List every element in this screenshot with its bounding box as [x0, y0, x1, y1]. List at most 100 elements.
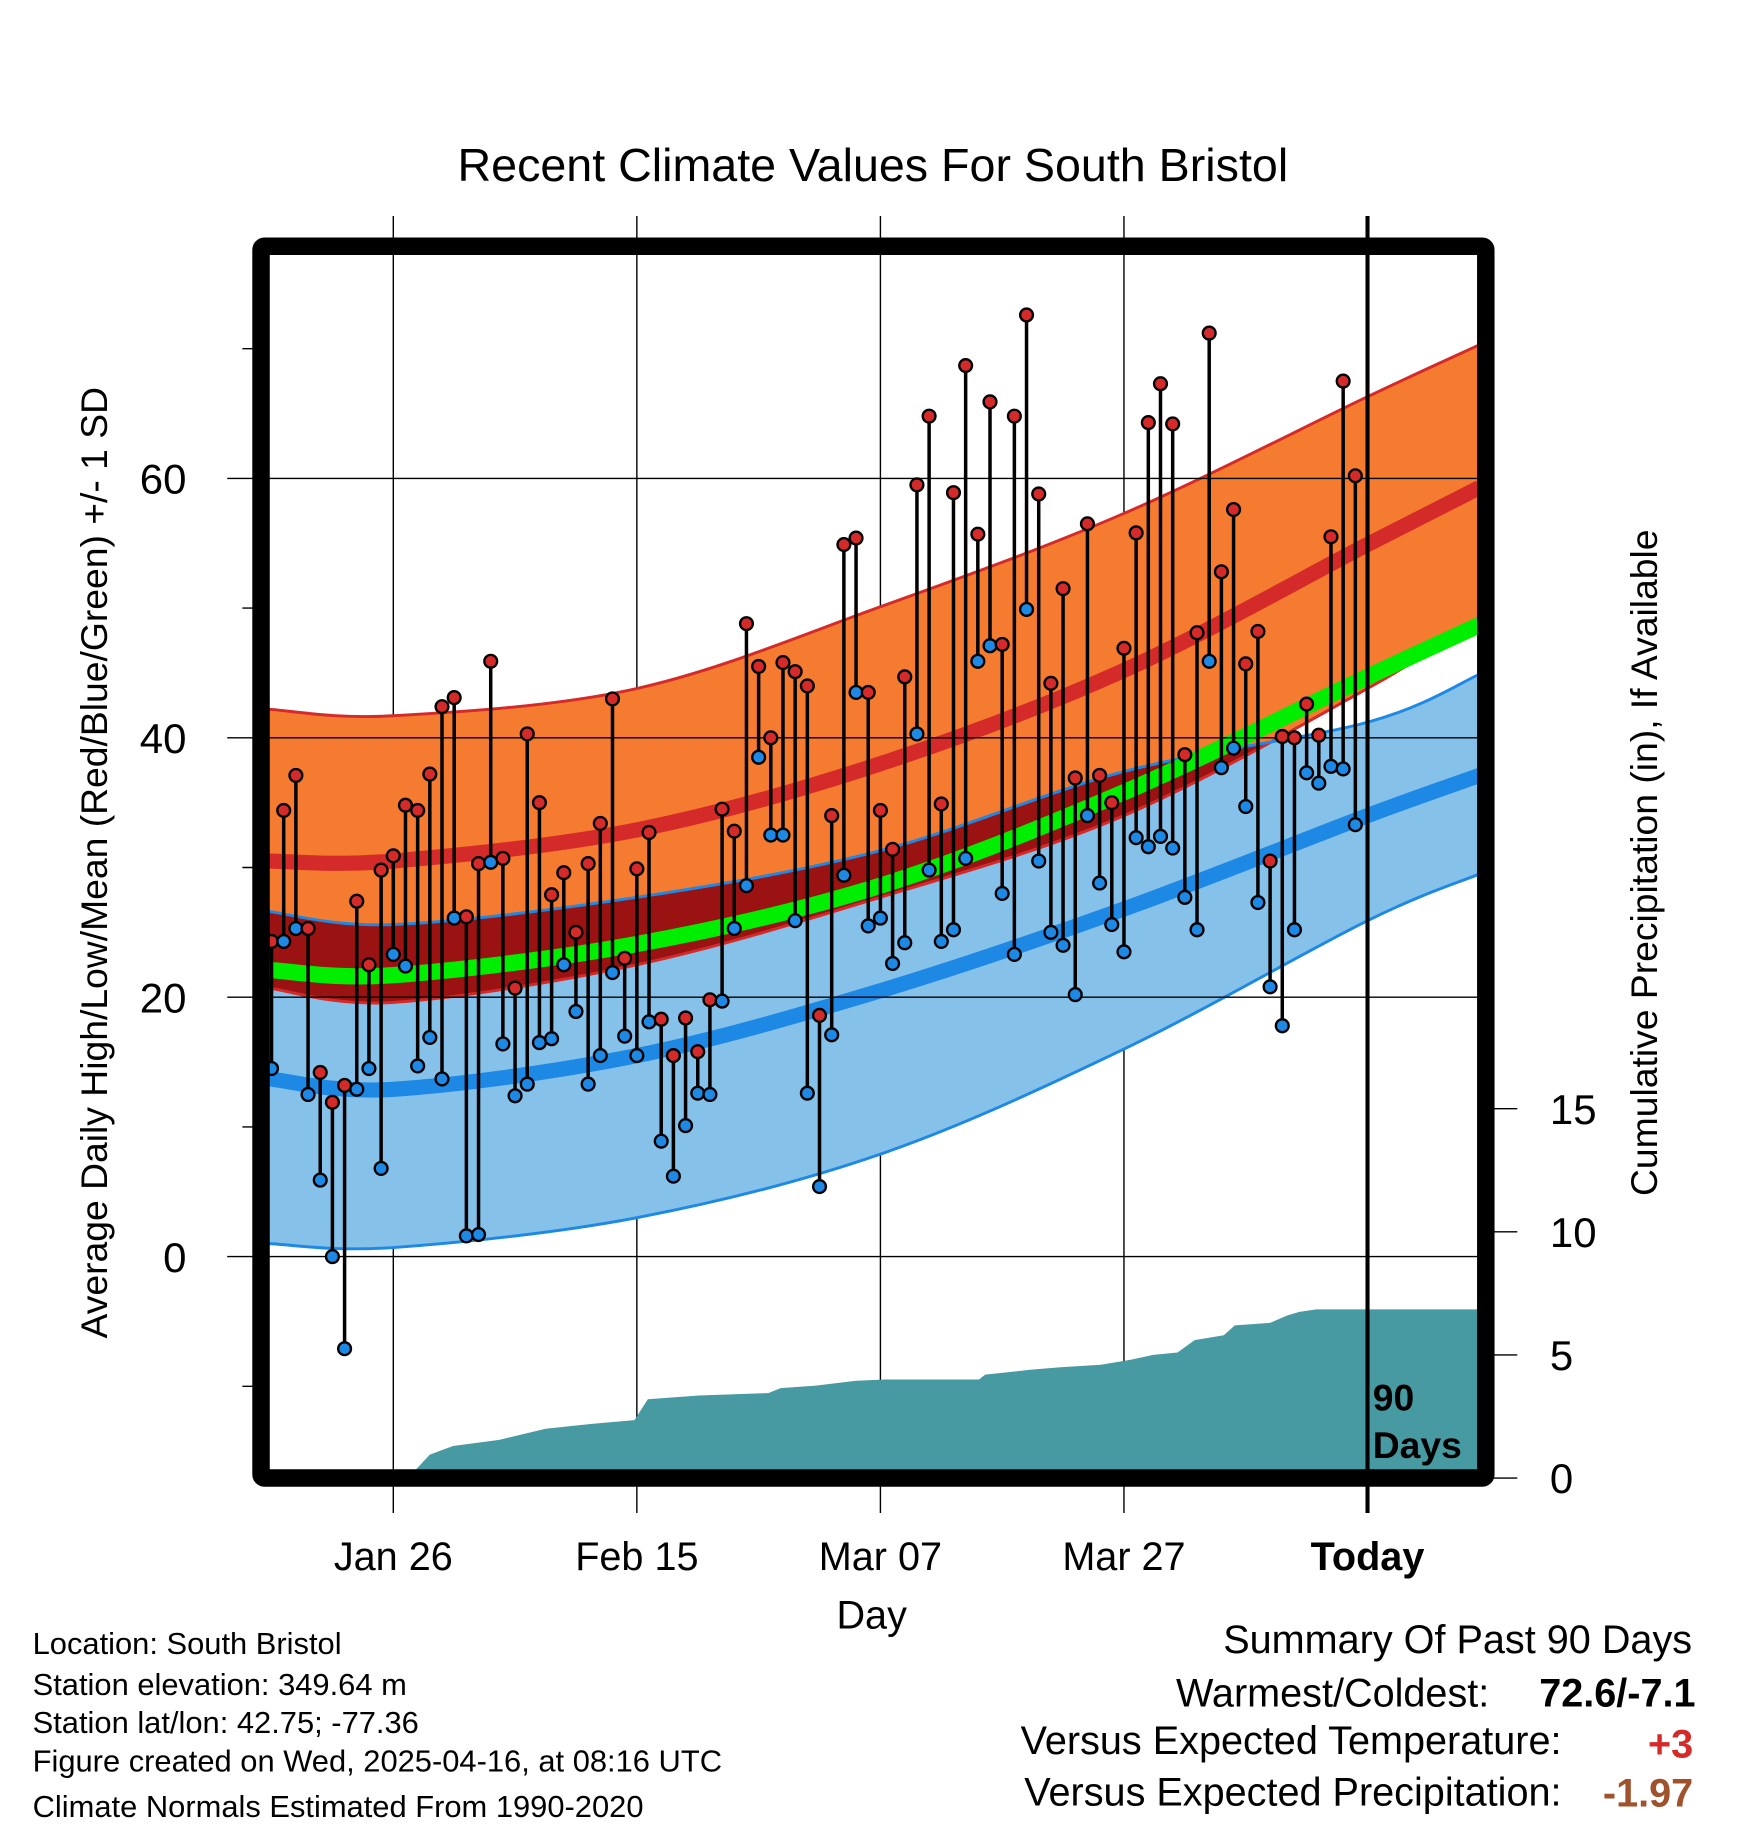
daily-low-point	[945, 922, 962, 938]
daily-low-point	[1031, 853, 1047, 869]
daily-low-point	[1092, 875, 1108, 891]
daily-low-point	[1140, 839, 1156, 855]
daily-low-point	[1299, 765, 1315, 781]
y2-tick-label: 5	[1550, 1332, 1573, 1379]
daily-high-point	[629, 861, 645, 877]
daily-high-point	[276, 802, 292, 819]
daily-high-point	[568, 924, 584, 940]
daily-high-point	[726, 823, 742, 839]
daily-low-point	[677, 1118, 694, 1134]
daily-low-point	[970, 653, 986, 669]
daily-low-point	[1238, 798, 1254, 815]
x-tick-label: Today	[1311, 1535, 1425, 1579]
x-tick-label: Mar 07	[819, 1535, 942, 1579]
daily-low-point	[580, 1076, 596, 1092]
daily-high-point	[921, 408, 937, 424]
daily-high-point	[312, 1064, 328, 1081]
daily-low-point	[982, 638, 998, 654]
daily-high-point	[300, 920, 316, 937]
axes: 0 20 40 60 0 5 10 15 Jan 26 Feb 15 Mar 07 Mar 27 Tod…	[140, 347, 1597, 1579]
daily-high-point	[288, 767, 304, 783]
daily-high-point	[483, 653, 499, 669]
daily-low-point	[385, 946, 401, 962]
daily-low-point	[1006, 946, 1022, 962]
daily-low-point	[1250, 894, 1266, 911]
daily-high-point	[1165, 416, 1181, 432]
daily-low-point	[495, 1036, 511, 1052]
normal-low-line	[269, 768, 1478, 1098]
daily-low-point	[653, 1133, 669, 1149]
daily-high-point	[702, 992, 718, 1008]
daily-low-point	[373, 1160, 389, 1176]
daily-low-point	[897, 935, 913, 951]
daily-low-point	[836, 867, 852, 883]
daily-low-point	[1128, 830, 1144, 846]
daily-low-point	[763, 827, 779, 843]
y-tick-label: 20	[140, 974, 187, 1021]
precip-anomaly-value: -1.97	[1603, 1772, 1693, 1816]
daily-low-point	[702, 1086, 718, 1103]
footer-normals: Climate Normals Estimated From 1990-2020	[33, 1789, 644, 1824]
daily-high-point	[1299, 696, 1315, 712]
daily-low-point	[1177, 889, 1193, 905]
daily-high-point	[1238, 656, 1254, 672]
daily-low-point	[872, 910, 888, 926]
daily-observations	[269, 307, 1363, 1357]
daily-high-point	[1055, 581, 1071, 597]
x-tick-label: Feb 15	[575, 1535, 698, 1579]
daily-high-point	[397, 797, 414, 813]
daily-high-point	[385, 848, 401, 864]
footer-created: Figure created on Wed, 2025-04-16, at 08…	[33, 1744, 722, 1779]
daily-low-point	[458, 1228, 474, 1244]
daily-low-point	[288, 920, 304, 937]
daily-low-point	[1201, 653, 1217, 669]
daily-low-point	[1347, 817, 1363, 833]
daily-low-point	[1286, 922, 1303, 938]
x-axis-label: Day	[836, 1593, 907, 1637]
daily-high-point	[495, 850, 511, 866]
daily-high-point	[763, 730, 779, 746]
daily-low-point	[1116, 944, 1132, 960]
daily-high-point	[690, 1044, 706, 1060]
daily-high-point	[836, 536, 852, 553]
daily-high-point	[1262, 853, 1278, 869]
daily-high-point	[653, 1011, 669, 1027]
daily-low-point	[714, 993, 730, 1009]
daily-low-point	[994, 885, 1010, 902]
daily-low-point	[269, 1060, 280, 1077]
daily-low-point	[531, 1035, 548, 1051]
daily-high-point	[531, 795, 548, 811]
daily-high-point	[1116, 640, 1132, 656]
daily-low-point	[1323, 758, 1339, 774]
plot-frame	[252, 237, 1495, 1487]
daily-low-point	[726, 920, 742, 937]
daily-high-point	[872, 802, 888, 819]
daily-low-point	[507, 1088, 523, 1104]
y-tick-label: 0	[163, 1234, 186, 1281]
daily-low-point	[397, 958, 414, 974]
daily-high-point	[1104, 795, 1120, 811]
daily-high-point	[641, 824, 657, 841]
daily-high-point	[617, 950, 633, 966]
daily-high-point	[1177, 747, 1193, 763]
daily-low-point	[337, 1341, 353, 1357]
y-axis-label: Average Daily High/Low/Mean (Red/Blue/Gr…	[73, 387, 115, 1338]
daily-high-point	[507, 980, 523, 996]
daily-high-point	[848, 530, 864, 546]
daily-low-point	[958, 850, 974, 866]
daily-low-point	[324, 1249, 340, 1265]
daily-high-point	[373, 862, 389, 878]
plot-area	[269, 307, 1478, 1472]
daily-low-point	[641, 1014, 657, 1030]
warmest-coldest-value: 72.6/-7.1	[1539, 1671, 1695, 1715]
daily-low-point	[556, 957, 572, 973]
daily-high-point	[933, 796, 949, 812]
daily-high-point	[982, 394, 998, 410]
daily-low-point	[446, 910, 462, 926]
daily-high-point	[970, 526, 986, 542]
daily-low-point	[799, 1085, 815, 1101]
daily-low-point	[1189, 922, 1205, 938]
daily-low-point	[604, 964, 621, 981]
x-tick-label: Jan 26	[334, 1535, 453, 1579]
daily-low-point	[751, 749, 767, 765]
